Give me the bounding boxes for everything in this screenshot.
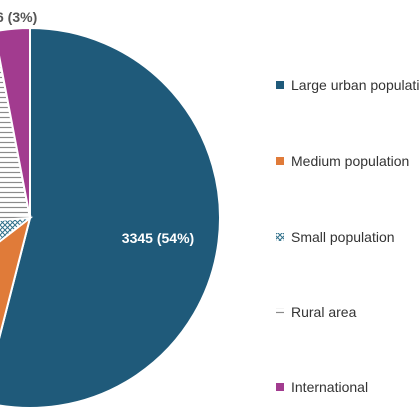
legend-swatch [276, 383, 284, 391]
slice-large-urban-population [0, 26, 221, 409]
slice-international [0, 26, 31, 219]
legend-item-small: Small population [276, 229, 395, 245]
legend-swatch [276, 81, 284, 89]
legend-item-rural: Rural area [276, 304, 357, 320]
legend-label: Small population [291, 229, 395, 245]
data-label-international: 6 (3%) [0, 9, 37, 25]
pie-slices [0, 26, 221, 409]
slice-medium-population [0, 215, 32, 339]
legend-label: Rural area [291, 304, 357, 320]
legend-swatch [276, 308, 284, 316]
legend-label: Large urban population [291, 77, 420, 93]
legend-swatch [276, 233, 284, 241]
pie-data-labels: 3345 (54%) 6 (3%) [0, 9, 194, 246]
legend-swatch [276, 157, 284, 165]
legend-item-medium: Medium population [276, 153, 409, 169]
slice-small-population [0, 216, 34, 243]
legend-label: Medium population [291, 153, 409, 169]
legend: Large urban population Medium population S… [276, 77, 420, 395]
legend-item-large-urban: Large urban population [276, 77, 420, 93]
data-label-large-urban: 3345 (54%) [122, 230, 194, 246]
legend-label: International [291, 379, 368, 395]
legend-item-international: International [276, 379, 368, 395]
